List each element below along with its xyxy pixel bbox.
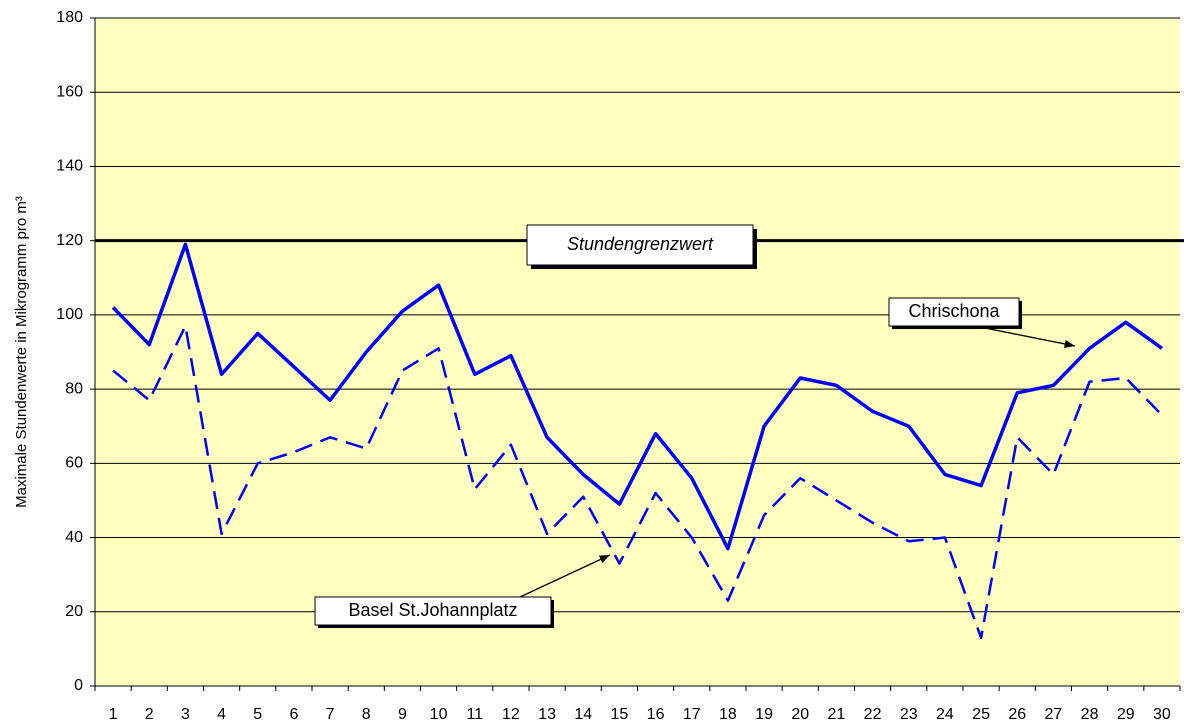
y-tick-label: 100 bbox=[56, 306, 83, 323]
y-tick-label: 20 bbox=[65, 603, 83, 620]
y-tick-label: 40 bbox=[65, 529, 83, 546]
x-tick-label: 3 bbox=[181, 706, 190, 723]
y-tick-label: 180 bbox=[56, 9, 83, 26]
x-tick-label: 30 bbox=[1153, 706, 1171, 723]
x-tick-label: 12 bbox=[502, 706, 520, 723]
x-tick-label: 1 bbox=[109, 706, 118, 723]
x-tick-label: 24 bbox=[936, 706, 954, 723]
x-tick-label: 11 bbox=[466, 706, 483, 723]
y-axis-label: Maximale Stundenwerte in Mikrogramm pro … bbox=[13, 196, 30, 508]
series-label: Basel St.Johannplatz bbox=[348, 600, 517, 620]
threshold-label: Stundengrenzwert bbox=[567, 234, 714, 254]
x-tick-label: 19 bbox=[755, 706, 773, 723]
x-tick-label: 10 bbox=[430, 706, 448, 723]
annotation-arrow bbox=[519, 554, 611, 598]
x-tick-label: 2 bbox=[145, 706, 154, 723]
x-tick-label: 13 bbox=[538, 706, 556, 723]
x-tick-label: 18 bbox=[719, 706, 737, 723]
x-tick-label: 4 bbox=[217, 706, 226, 723]
y-tick-label: 140 bbox=[56, 158, 83, 175]
x-tick-label: 26 bbox=[1008, 706, 1026, 723]
annotation-arrow bbox=[974, 325, 1076, 349]
y-tick-label: 80 bbox=[65, 380, 83, 397]
x-tick-label: 29 bbox=[1117, 706, 1135, 723]
x-tick-label: 23 bbox=[900, 706, 918, 723]
series-line bbox=[112, 324, 1163, 640]
x-tick-label: 6 bbox=[289, 706, 298, 723]
y-tick-label: 160 bbox=[56, 83, 83, 100]
plot-area bbox=[95, 18, 1180, 686]
x-tick-label: 15 bbox=[611, 706, 629, 723]
x-tick-label: 8 bbox=[362, 706, 371, 723]
x-tick-label: 28 bbox=[1081, 706, 1099, 723]
x-tick-label: 25 bbox=[972, 706, 990, 723]
x-tick-label: 21 bbox=[828, 706, 846, 723]
series-line bbox=[111, 242, 1163, 551]
x-tick-label: 20 bbox=[791, 706, 809, 723]
annotation-box bbox=[888, 297, 1020, 327]
x-tick-label: 14 bbox=[574, 706, 592, 723]
x-tick-label: 7 bbox=[326, 706, 335, 723]
series-label: Chrischona bbox=[908, 301, 1000, 321]
x-tick-label: 22 bbox=[864, 706, 882, 723]
threshold-label-box bbox=[526, 224, 754, 266]
x-tick-label: 16 bbox=[647, 706, 665, 723]
x-tick-label: 5 bbox=[253, 706, 262, 723]
y-tick-label: 60 bbox=[65, 455, 83, 472]
annotation-box bbox=[314, 596, 552, 626]
x-tick-label: 9 bbox=[398, 706, 407, 723]
y-tick-label: 120 bbox=[56, 232, 83, 249]
y-tick-label: 0 bbox=[74, 677, 83, 694]
x-tick-label: 27 bbox=[1045, 706, 1063, 723]
x-tick-label: 17 bbox=[683, 706, 701, 723]
